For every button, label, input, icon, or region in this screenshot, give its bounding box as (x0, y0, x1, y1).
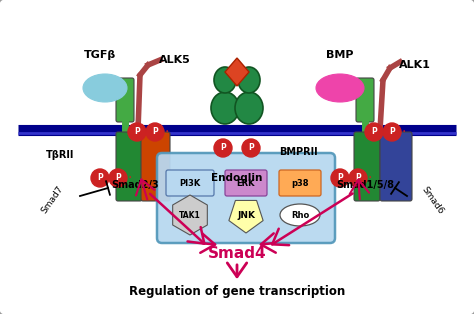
FancyBboxPatch shape (116, 132, 142, 201)
Text: ·: · (368, 171, 372, 185)
Text: ERK: ERK (237, 178, 255, 187)
Ellipse shape (238, 67, 260, 93)
FancyBboxPatch shape (380, 132, 412, 201)
Ellipse shape (211, 92, 239, 124)
Text: P: P (389, 127, 395, 137)
FancyBboxPatch shape (157, 153, 335, 243)
FancyBboxPatch shape (356, 78, 374, 122)
Text: Smad7: Smad7 (39, 185, 65, 215)
Circle shape (109, 169, 127, 187)
Text: Smad2/3: Smad2/3 (111, 180, 159, 190)
Text: TGFβ: TGFβ (84, 50, 116, 60)
Text: Smad6: Smad6 (419, 185, 445, 215)
Text: ·: · (402, 125, 406, 139)
Circle shape (146, 123, 164, 141)
Text: Regulation of gene transcription: Regulation of gene transcription (129, 285, 345, 299)
Text: BMPRII: BMPRII (279, 147, 317, 157)
Polygon shape (173, 195, 207, 235)
Circle shape (91, 169, 109, 187)
Polygon shape (225, 58, 249, 86)
Text: ·: · (165, 125, 169, 139)
Text: Endoglin: Endoglin (211, 173, 263, 183)
Text: P: P (97, 174, 103, 182)
Ellipse shape (316, 74, 364, 102)
Text: Smad4: Smad4 (208, 246, 266, 261)
Text: Rho: Rho (291, 210, 309, 219)
Text: ·: · (128, 171, 132, 185)
Circle shape (331, 169, 349, 187)
Text: TβRII: TβRII (46, 150, 74, 160)
Text: JNK: JNK (237, 210, 255, 219)
Ellipse shape (214, 67, 236, 93)
Circle shape (383, 123, 401, 141)
Text: ALK5: ALK5 (159, 55, 191, 65)
Text: P: P (355, 174, 361, 182)
Polygon shape (229, 200, 263, 233)
Circle shape (242, 139, 260, 157)
Text: TAK1: TAK1 (179, 210, 201, 219)
Text: p38: p38 (291, 178, 309, 187)
Text: P: P (337, 174, 343, 182)
Text: P: P (220, 143, 226, 153)
Ellipse shape (235, 92, 263, 124)
Circle shape (214, 139, 232, 157)
FancyBboxPatch shape (354, 132, 380, 201)
Text: P: P (152, 127, 158, 137)
Ellipse shape (280, 204, 320, 226)
FancyBboxPatch shape (279, 170, 321, 196)
Circle shape (349, 169, 367, 187)
Circle shape (365, 123, 383, 141)
Text: PI3K: PI3K (179, 178, 201, 187)
Ellipse shape (83, 74, 127, 102)
Text: ALK1: ALK1 (399, 60, 431, 70)
Text: P: P (134, 127, 140, 137)
Text: P: P (371, 127, 377, 137)
Text: BMP: BMP (326, 50, 354, 60)
FancyBboxPatch shape (166, 170, 214, 196)
Text: P: P (248, 143, 254, 153)
FancyBboxPatch shape (116, 78, 134, 122)
FancyBboxPatch shape (141, 132, 170, 201)
FancyBboxPatch shape (225, 170, 267, 196)
Circle shape (128, 123, 146, 141)
Text: Smad1/5/8: Smad1/5/8 (336, 180, 394, 190)
Text: P: P (115, 174, 121, 182)
